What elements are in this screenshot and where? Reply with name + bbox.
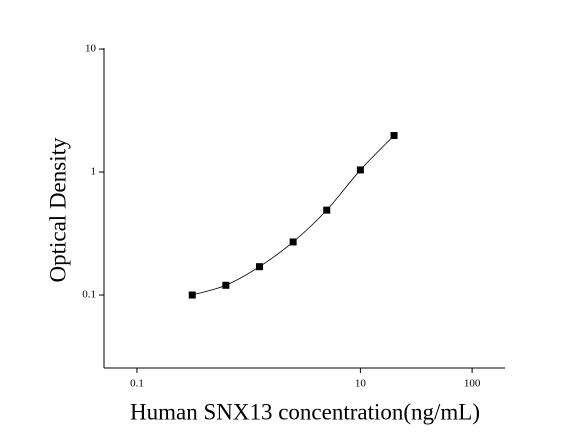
data-point xyxy=(222,281,230,289)
data-point xyxy=(188,291,196,299)
fit-curve xyxy=(192,135,395,296)
x-axis-title: Human SNX13 concentration(ng/mL) xyxy=(130,399,480,424)
data-point xyxy=(323,206,331,214)
data-point xyxy=(390,132,398,140)
data-point xyxy=(289,238,297,246)
x-tick-label: 10 xyxy=(355,378,367,390)
data-point xyxy=(356,166,364,174)
x-tick-label: 100 xyxy=(464,378,481,390)
x-tick-label: 0.1 xyxy=(130,378,144,390)
y-axis-title: Optical Density xyxy=(45,137,70,282)
y-tick-label: 0.1 xyxy=(82,289,96,301)
y-tick-label: 1 xyxy=(91,166,97,178)
y-tick-label: 10 xyxy=(85,43,97,55)
data-point xyxy=(255,263,263,271)
